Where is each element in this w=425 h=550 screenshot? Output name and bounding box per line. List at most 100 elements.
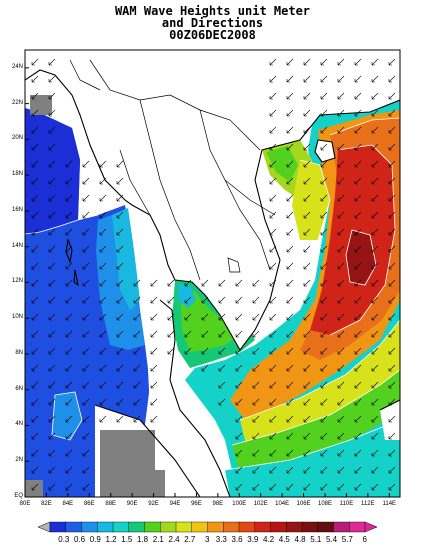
direction-arrow [65, 398, 73, 406]
direction-arrow [82, 381, 90, 389]
direction-arrow [82, 313, 90, 321]
direction-arrow [303, 194, 311, 202]
direction-arrow [269, 296, 277, 304]
direction-arrow [48, 466, 56, 474]
direction-arrow [354, 143, 362, 151]
direction-arrow [388, 364, 396, 372]
direction-arrow [31, 432, 39, 440]
direction-arrow [82, 279, 90, 287]
direction-arrow [48, 381, 56, 389]
title-line-2: and Directions [161, 16, 264, 30]
direction-arrow [320, 177, 328, 185]
andaman-light [112, 208, 140, 310]
colorbar-swatch [191, 521, 209, 533]
direction-arrow [167, 313, 175, 321]
direction-arrow [31, 296, 39, 304]
direction-arrow [235, 381, 243, 389]
direction-arrow [218, 330, 226, 338]
direction-arrow [371, 194, 379, 202]
direction-arrow [303, 75, 311, 83]
direction-arrow [82, 398, 90, 406]
direction-arrow [303, 415, 311, 423]
direction-arrow [388, 58, 396, 66]
colorbar-label: 0.6 [74, 535, 86, 544]
hainan [315, 140, 335, 162]
direction-arrow [31, 143, 39, 151]
direction-arrow [218, 381, 226, 389]
x-tick-label: 110E [339, 501, 354, 507]
direction-arrow [65, 313, 73, 321]
direction-arrow [388, 194, 396, 202]
direction-arrow [286, 449, 294, 457]
direction-arrow [388, 347, 396, 355]
direction-arrow [286, 432, 294, 440]
colorbar-label: 2.1 [152, 535, 164, 544]
direction-arrow [354, 347, 362, 355]
direction-arrow [286, 483, 294, 491]
direction-arrow [286, 466, 294, 474]
x-tick-label: 108E [317, 501, 333, 507]
direction-arrow [235, 296, 243, 304]
direction-arrow [99, 381, 107, 389]
direction-arrow [337, 75, 345, 83]
map-field [25, 50, 400, 497]
direction-arrow [303, 449, 311, 457]
scs-green-band [232, 370, 400, 475]
direction-arrow [320, 160, 328, 168]
direction-arrow [116, 262, 124, 270]
direction-arrow [337, 92, 345, 100]
direction-arrow [48, 58, 56, 66]
direction-arrow [320, 279, 328, 287]
direction-arrow [303, 143, 311, 151]
land-mask-ganges [30, 95, 52, 115]
direction-arrow [320, 398, 328, 406]
direction-arrow [269, 143, 277, 151]
x-tick-label: 86E [83, 501, 95, 507]
direction-arrow [388, 381, 396, 389]
direction-arrow [303, 364, 311, 372]
direction-arrow [65, 211, 73, 219]
direction-arrow [150, 330, 158, 338]
direction-arrow [252, 381, 260, 389]
direction-arrow [48, 330, 56, 338]
colorbar-label: 2.7 [184, 535, 196, 544]
direction-arrow [337, 432, 345, 440]
direction-arrow [150, 347, 158, 355]
direction-arrow [65, 296, 73, 304]
direction-arrow [303, 313, 311, 321]
y-tick-label: 22N [11, 99, 23, 106]
direction-arrow [269, 279, 277, 287]
direction-arrow [354, 381, 362, 389]
direction-arrow [320, 415, 328, 423]
direction-arrow [235, 330, 243, 338]
colorbar-label: 1.2 [105, 535, 117, 544]
direction-arrow [269, 177, 277, 185]
direction-arrow [269, 432, 277, 440]
direction-arrow [201, 296, 209, 304]
colorbar-swatch [238, 521, 256, 533]
direction-arrow [48, 313, 56, 321]
direction-arrow [388, 92, 396, 100]
direction-arrow [116, 364, 124, 372]
direction-arrow [337, 126, 345, 134]
direction-arrow [371, 449, 379, 457]
x-tick-label: 88E [105, 501, 117, 507]
direction-arrow [371, 381, 379, 389]
direction-arrow [99, 296, 107, 304]
direction-arrow [99, 330, 107, 338]
direction-arrow [235, 432, 243, 440]
direction-arrow [371, 245, 379, 253]
direction-arrow [82, 466, 90, 474]
direction-arrow [354, 126, 362, 134]
direction-arrow [286, 279, 294, 287]
direction-arrow [371, 313, 379, 321]
direction-arrow [31, 466, 39, 474]
direction-arrow [99, 177, 107, 185]
direction-arrow [65, 449, 73, 457]
direction-arrow [354, 415, 362, 423]
direction-arrow [320, 432, 328, 440]
direction-arrow [354, 109, 362, 117]
direction-arrow [82, 364, 90, 372]
x-tick-label: 114E [382, 501, 397, 507]
direction-arrow [269, 228, 277, 236]
